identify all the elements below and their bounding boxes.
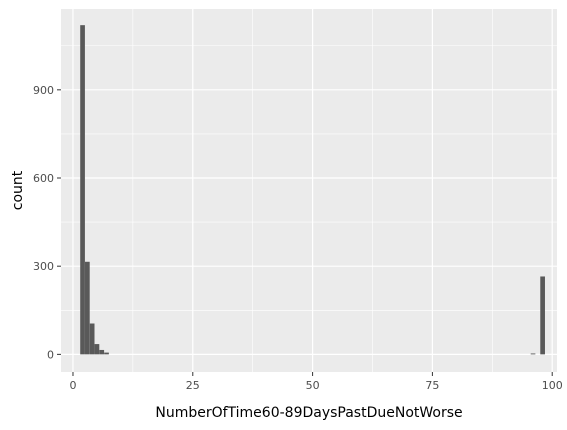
x-tick-label: 100 — [542, 379, 563, 392]
histogram-bar — [80, 25, 85, 354]
x-tick-label: 0 — [69, 379, 76, 392]
x-tick-label: 75 — [425, 379, 439, 392]
y-axis-title: count — [10, 170, 26, 210]
y-tick-label: 300 — [33, 260, 54, 273]
x-tick-label: 25 — [186, 379, 200, 392]
x-axis-ticks: 0 25 50 75 100 — [69, 372, 562, 392]
histogram-bar — [90, 324, 95, 355]
histogram-bar — [95, 344, 100, 354]
histogram-bar — [99, 350, 104, 354]
y-tick-label: 600 — [33, 172, 54, 185]
histogram-bar — [540, 276, 545, 354]
histogram-bar — [85, 262, 90, 355]
y-tick-label: 900 — [33, 84, 54, 97]
y-tick-label: 0 — [47, 348, 54, 361]
histogram-bar — [531, 353, 536, 354]
x-tick-label: 50 — [306, 379, 320, 392]
x-axis-title: NumberOfTime60-89DaysPastDueNotWorse — [155, 405, 462, 421]
histogram-bar — [104, 353, 109, 355]
plot-panel — [61, 9, 557, 372]
y-axis-ticks: 0 300 600 900 — [33, 84, 61, 362]
